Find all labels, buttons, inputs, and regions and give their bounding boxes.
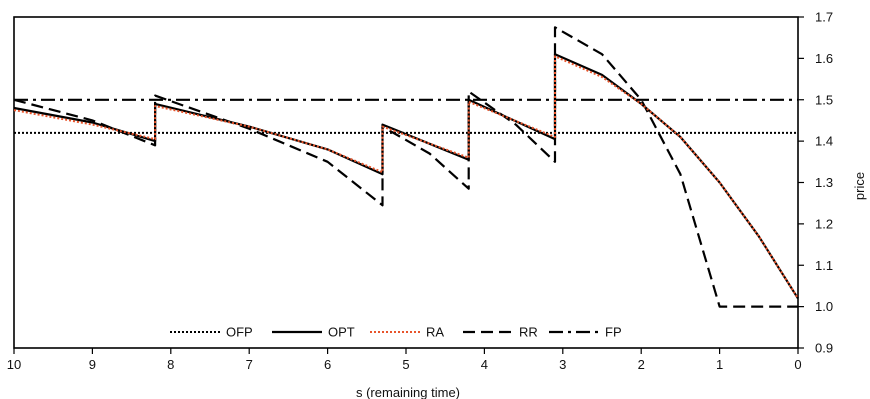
y-tick-label: 1.1 bbox=[815, 258, 833, 273]
x-tick-label: 5 bbox=[402, 357, 409, 372]
x-axis-title: s (remaining time) bbox=[356, 385, 460, 399]
x-tick-label: 9 bbox=[89, 357, 96, 372]
series-line-rr bbox=[14, 27, 798, 306]
x-tick-label: 0 bbox=[794, 357, 801, 372]
y-tick-label: 0.9 bbox=[815, 341, 833, 356]
x-tick-label: 8 bbox=[167, 357, 174, 372]
series-line-ra bbox=[14, 56, 798, 298]
y-tick-label: 1.5 bbox=[815, 92, 833, 107]
x-axis-ticks: 10 9 8 7 6 5 4 3 2 1 0 bbox=[7, 348, 802, 372]
y-tick-label: 1.2 bbox=[815, 216, 833, 231]
x-tick-label: 1 bbox=[716, 357, 723, 372]
x-tick-label: 4 bbox=[481, 357, 488, 372]
y-axis-ticks: 0.9 1.0 1.1 1.2 1.3 1.4 1.5 1.6 1.7 bbox=[798, 10, 833, 356]
x-tick-label: 7 bbox=[246, 357, 253, 372]
plot-area-frame bbox=[14, 17, 798, 348]
x-tick-label: 2 bbox=[638, 357, 645, 372]
y-tick-label: 1.3 bbox=[815, 175, 833, 190]
legend-label-ra: RA bbox=[426, 325, 444, 340]
legend-label-ofp: OFP bbox=[226, 325, 253, 340]
x-tick-label: 3 bbox=[559, 357, 566, 372]
series-layer bbox=[14, 27, 798, 306]
y-tick-label: 1.4 bbox=[815, 134, 833, 149]
y-tick-label: 1.7 bbox=[815, 10, 833, 25]
legend-label-opt: OPT bbox=[328, 325, 355, 340]
legend: OFP OPT RA RR FP bbox=[170, 325, 622, 340]
y-tick-label: 1.6 bbox=[815, 51, 833, 66]
series-line-opt bbox=[14, 54, 798, 298]
x-tick-label: 10 bbox=[7, 357, 21, 372]
legend-label-rr: RR bbox=[519, 325, 538, 340]
legend-label-fp: FP bbox=[605, 325, 622, 340]
x-tick-label: 6 bbox=[324, 357, 331, 372]
y-axis-title: price bbox=[852, 172, 867, 200]
y-tick-label: 1.0 bbox=[815, 299, 833, 314]
